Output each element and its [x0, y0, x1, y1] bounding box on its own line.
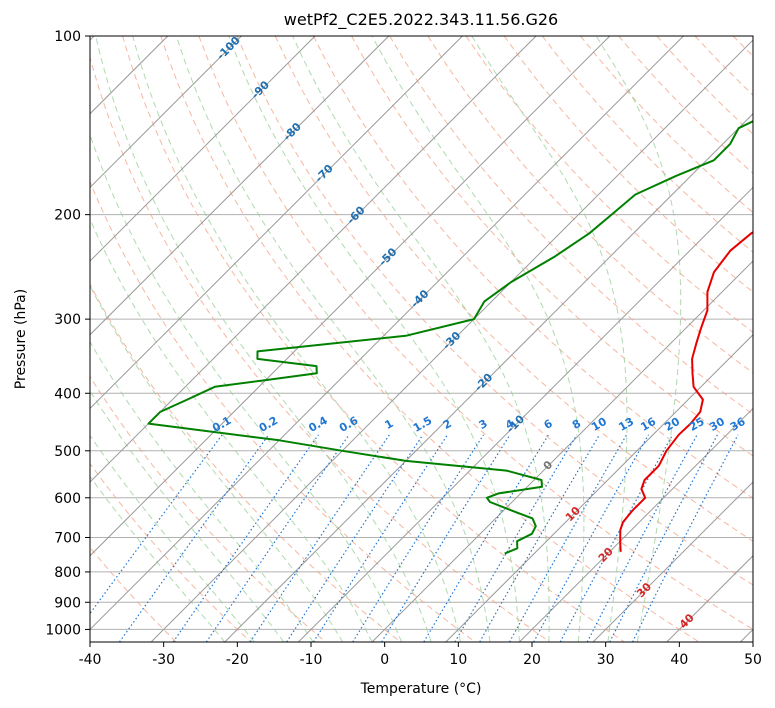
- mixing-ratio-line: [454, 434, 578, 642]
- isotherm-line: [90, 36, 463, 410]
- dewpoint-line: [147, 120, 753, 555]
- isotherm-line: [298, 186, 753, 642]
- isotherm-line: [371, 260, 753, 642]
- profile-series: [147, 120, 753, 555]
- mixing-ratio-line: [508, 434, 628, 642]
- moist-adiabat: [371, 36, 585, 642]
- x-tick-label: -10: [300, 652, 323, 668]
- dry-adiabat: [90, 375, 326, 642]
- dry-adiabat: [122, 36, 625, 642]
- mixing-ratio-line: [609, 434, 718, 642]
- isotherm-line: [90, 36, 611, 557]
- dry-adiabat: [90, 462, 252, 642]
- mixing-ratio-line: [632, 434, 739, 642]
- y-tick-label: 400: [54, 386, 81, 402]
- y-axis-ticks: 100 200 300 400 500 600 700 800 900 1000: [45, 29, 90, 638]
- plot-frame: [89, 35, 754, 643]
- moist-adiabat: [132, 36, 461, 642]
- x-tick-label: -40: [79, 652, 102, 668]
- moist-adiabat: [471, 36, 628, 642]
- dry-adiabat: [312, 36, 753, 499]
- x-tick-label: 20: [523, 652, 541, 668]
- temperature-line: [619, 231, 753, 552]
- x-axis-title: Temperature (°C): [360, 681, 482, 697]
- mixing-ratio-line: [352, 434, 485, 642]
- x-tick-label: -30: [152, 652, 175, 668]
- mixing-ratio-line: [423, 434, 550, 642]
- mixing-ratio-line: [479, 434, 600, 642]
- dry-adiabat: [465, 36, 753, 333]
- moist-adiabat: [175, 36, 491, 642]
- x-tick-label: 30: [597, 652, 615, 668]
- isotherm-line: [445, 334, 753, 642]
- moist-adiabat: [95, 36, 432, 642]
- dry-adiabat: [236, 36, 753, 586]
- moist-adiabat: [90, 434, 255, 642]
- dry-adiabat: [198, 36, 753, 630]
- isotherm-line: [90, 36, 390, 336]
- mixing-ratio-line: [312, 434, 449, 642]
- isotherm-line: [90, 36, 537, 483]
- x-tick-label: 10: [449, 652, 467, 668]
- moist-adiabat: [90, 390, 285, 642]
- x-tick-label: 40: [670, 652, 688, 668]
- x-tick-label: 0: [380, 652, 389, 668]
- y-tick-label: 200: [54, 208, 81, 224]
- dry-adiabat: [90, 180, 476, 642]
- x-tick-label: -20: [226, 652, 249, 668]
- dry-adiabat: [427, 36, 753, 374]
- y-axis-title: Pressure (hPa): [13, 289, 29, 389]
- y-tick-label: 1000: [45, 622, 81, 638]
- y-tick-label: 100: [54, 29, 81, 45]
- mixing-ratio-line: [172, 434, 319, 642]
- mixing-ratio-line: [381, 434, 511, 642]
- y-tick-label: 800: [54, 565, 81, 581]
- dry-adiabat: [90, 55, 550, 642]
- plot-area: -100-90-80-70-60-50-40-30-20-10010203040…: [90, 36, 753, 642]
- mixing-ratio-line: [205, 434, 350, 642]
- mixing-ratio-line: [90, 434, 223, 615]
- isotherm-line: [224, 113, 753, 642]
- isotherm-line: [150, 39, 753, 642]
- isotherm-line: [90, 36, 316, 262]
- y-tick-label: 300: [54, 312, 81, 328]
- moist-adiabat: [595, 36, 682, 642]
- moist-adiabat: [90, 217, 373, 642]
- y-tick-label: 600: [54, 491, 81, 507]
- x-tick-label: 50: [744, 652, 762, 668]
- moist-adiabat: [90, 340, 314, 642]
- isotherm-line: [592, 481, 753, 642]
- y-tick-label: 500: [54, 444, 81, 460]
- moist-adiabat: [90, 284, 344, 642]
- mixing-ratio-line: [533, 434, 650, 642]
- moist-adiabat: [90, 475, 226, 642]
- y-tick-label: 900: [54, 595, 81, 611]
- y-tick-label: 700: [54, 531, 81, 547]
- mixing-ratio-lines: [90, 434, 739, 642]
- dry-adiabats: [90, 36, 753, 642]
- moist-adiabat: [228, 36, 520, 642]
- isotherm-line: [90, 36, 242, 189]
- chart-title: wetPf2_C2E5.2022.343.11.56.G26: [284, 10, 558, 30]
- x-axis-ticks: -40 -30 -20 -10 0 10 20 30 40 50: [79, 642, 762, 668]
- mixing-ratio-line: [559, 434, 674, 642]
